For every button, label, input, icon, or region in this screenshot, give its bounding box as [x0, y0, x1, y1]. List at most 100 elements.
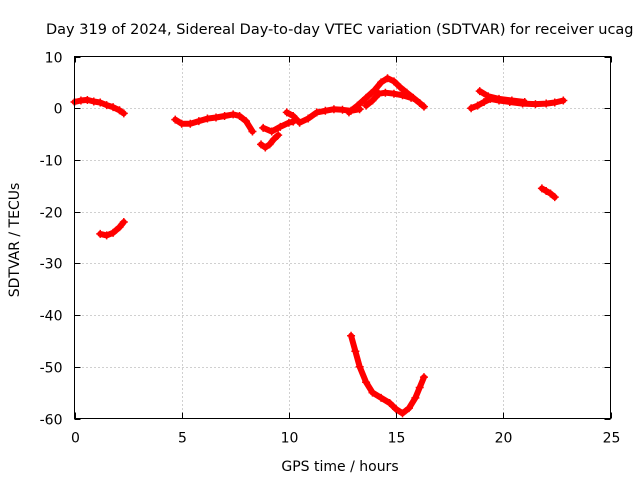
data-point [484, 92, 493, 101]
data-point [289, 111, 298, 120]
series-arc-3 [171, 110, 257, 136]
data-point [531, 100, 540, 109]
data-point [389, 89, 398, 98]
data-point [295, 118, 304, 127]
data-point [362, 101, 371, 110]
data-point [377, 393, 386, 402]
data-point [96, 229, 105, 238]
data-point [229, 110, 238, 119]
data-point [355, 362, 364, 371]
data-point [419, 102, 428, 111]
data-point [102, 101, 111, 110]
data-point [242, 117, 251, 126]
data-point [368, 388, 377, 397]
data-point [411, 393, 420, 402]
data-point [89, 97, 98, 106]
data-point [119, 217, 128, 226]
data-point [389, 77, 398, 86]
data-point [119, 109, 128, 118]
data-point [377, 78, 386, 87]
data-point [415, 99, 424, 108]
data-point [171, 115, 180, 124]
data-point [194, 117, 203, 126]
data-point [368, 96, 377, 105]
data-series [70, 74, 568, 418]
data-point [235, 111, 244, 120]
data-point [351, 347, 360, 356]
y-tick-label: -40 [40, 309, 63, 325]
data-point [520, 98, 529, 107]
data-point [212, 113, 221, 122]
series-arc-12 [537, 184, 559, 202]
data-point [475, 87, 484, 96]
data-point [109, 103, 118, 112]
axis-ticks: 0 5 10 15 20 25 10 0 -10 -20 -30 -40 -50 -60 [40, 51, 621, 447]
data-point [261, 143, 270, 152]
data-point [115, 223, 124, 232]
data-point [473, 101, 482, 110]
y-tick-label: 10 [45, 51, 63, 67]
y-tick-label: -50 [40, 361, 63, 377]
data-point [480, 98, 489, 107]
data-point [385, 398, 394, 407]
data-point [248, 127, 257, 136]
data-point [404, 404, 413, 413]
series-trace [348, 332, 427, 417]
data-point [370, 86, 379, 95]
data-point [269, 135, 278, 144]
x-tick-label: 20 [495, 431, 513, 447]
series-arc-9 [347, 331, 428, 418]
data-point [186, 119, 195, 128]
x-axis-label: GPS time / hours [281, 459, 398, 475]
series-arc-4 [257, 131, 283, 152]
series-trace [345, 75, 427, 116]
y-tick-label: -10 [40, 154, 63, 170]
data-point [398, 409, 407, 418]
y-tick-label: -60 [40, 413, 63, 429]
x-tick-label: 10 [281, 431, 299, 447]
data-point [312, 108, 321, 117]
data-point [265, 140, 274, 149]
data-point [257, 140, 266, 149]
data-point [347, 331, 356, 340]
data-point [419, 373, 428, 382]
data-point [559, 96, 568, 105]
y-tick-label: -20 [40, 206, 63, 222]
data-point [507, 96, 516, 105]
data-point [344, 108, 353, 117]
data-point [542, 99, 551, 108]
data-point [398, 91, 407, 100]
data-point [304, 114, 313, 123]
series-trace [538, 185, 558, 201]
series-arc-11 [475, 87, 529, 107]
data-point [338, 105, 347, 114]
data-point [109, 228, 118, 237]
y-axis-label: SDTVAR / TECUs [7, 183, 23, 298]
data-point [115, 106, 124, 115]
data-point [374, 89, 383, 98]
data-point [83, 95, 92, 104]
data-point [203, 114, 212, 123]
series-arc-1 [70, 95, 128, 118]
series-arc-5 [259, 117, 298, 136]
data-point [321, 106, 330, 115]
data-point [353, 101, 362, 110]
data-point [362, 93, 371, 102]
x-tick-label: 15 [388, 431, 406, 447]
data-point [546, 189, 555, 198]
data-point [276, 122, 285, 131]
data-point [537, 184, 546, 193]
data-point [96, 98, 105, 107]
data-point [467, 104, 476, 113]
data-point [282, 108, 291, 117]
data-point [220, 111, 229, 120]
plot-frame [74, 56, 611, 419]
data-point [542, 186, 551, 195]
data-point [362, 378, 371, 387]
data-point [392, 405, 401, 414]
data-point [381, 88, 390, 97]
y-tick-label: 0 [54, 102, 63, 118]
data-point [550, 193, 559, 202]
chart-title: Day 319 of 2024, Sidereal Day-to-day VTE… [46, 22, 634, 38]
